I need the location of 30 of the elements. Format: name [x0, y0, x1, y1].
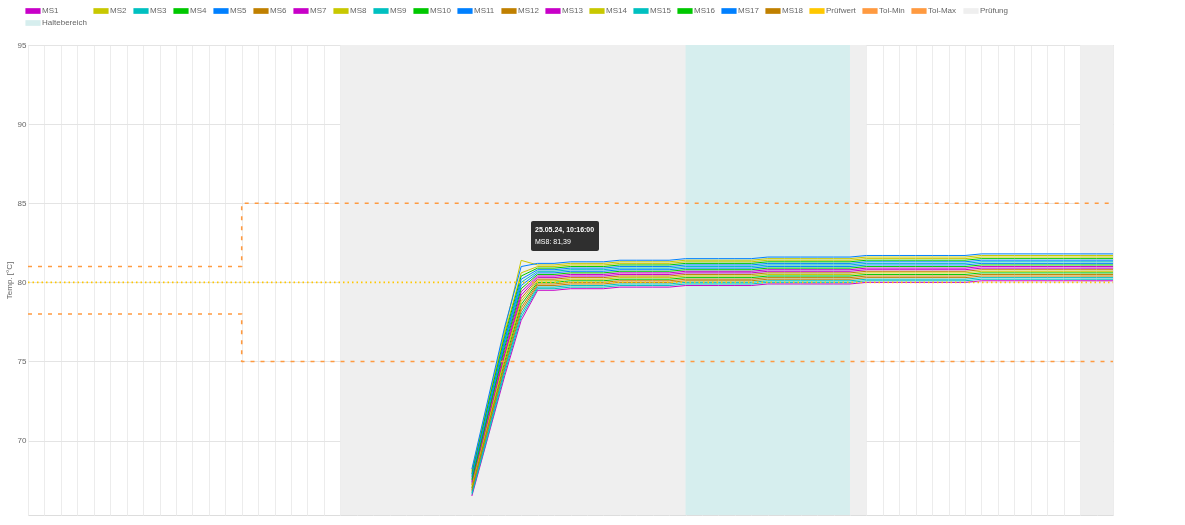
legend-label: MS8: [350, 6, 367, 15]
legend-label: Prüfwert: [826, 6, 857, 15]
legend-label: Tol-Max: [928, 6, 957, 15]
y-tick-label: 80: [17, 277, 28, 287]
legend-label: MS12: [518, 6, 540, 15]
legend-label: MS4: [190, 6, 207, 15]
legend-label: MS7: [310, 6, 327, 15]
legend-label: MS3: [150, 6, 167, 15]
y-tick-label: 90: [17, 119, 28, 129]
legend-label: MS2: [110, 6, 127, 15]
legend-label: MS11: [474, 6, 495, 15]
legend-label: MS18: [782, 6, 804, 15]
legend-label: MS14: [606, 6, 628, 15]
legend-label: MS5: [230, 6, 247, 15]
legend-label: MS1: [42, 6, 59, 15]
legend-label: Tol-Min: [879, 6, 905, 15]
legend-label: MS17: [738, 6, 760, 15]
legend-label: MS16: [694, 6, 716, 15]
y-tick-label: 85: [17, 198, 28, 208]
legend-label: MS9: [390, 6, 407, 15]
legend-label: MS6: [270, 6, 287, 15]
legend-label: MS15: [650, 6, 672, 15]
y-tick-label: 70: [17, 436, 28, 446]
legend-label: Prüfung: [980, 6, 1009, 15]
legend-label: Haltebereich: [42, 18, 87, 27]
legend-label: MS13: [562, 6, 584, 15]
y-axis-title: Temp. [°C]: [4, 261, 14, 300]
y-tick-label: 75: [17, 357, 28, 366]
legend-label: MS10: [430, 6, 452, 15]
y-tick-label: 95: [17, 40, 28, 50]
